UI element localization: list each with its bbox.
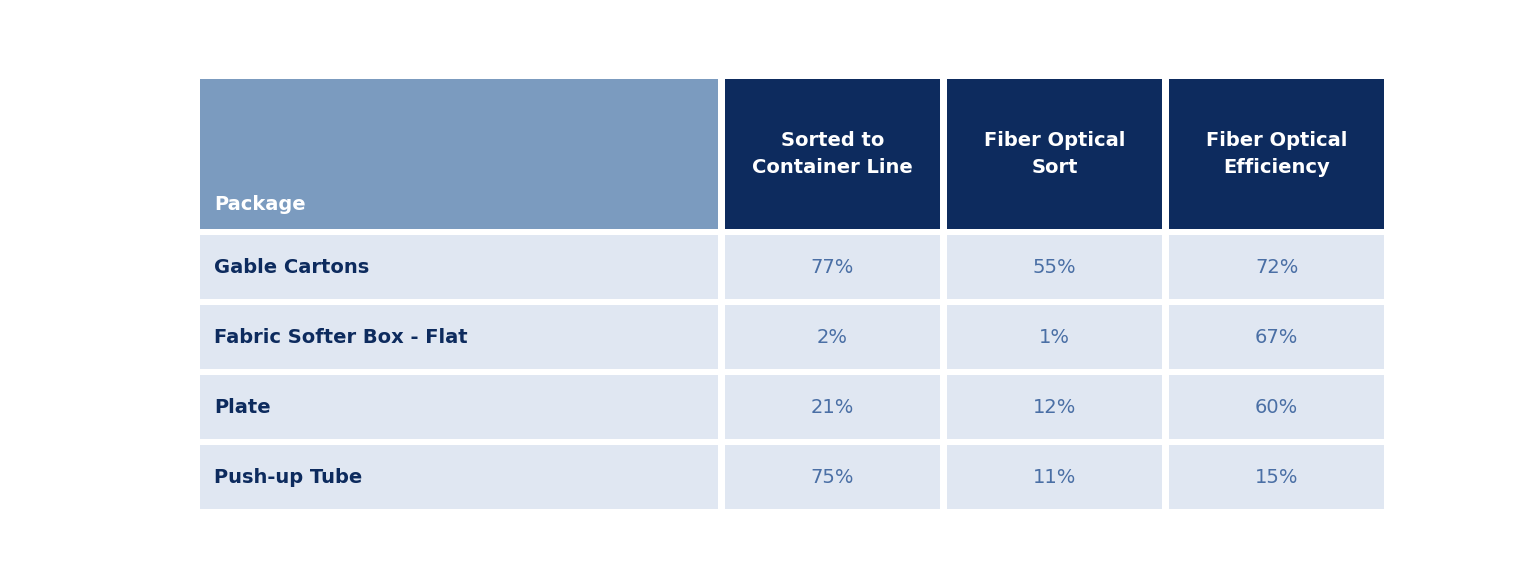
Text: Sorted to
Container Line: Sorted to Container Line — [752, 131, 912, 177]
Text: 2%: 2% — [817, 328, 848, 346]
Text: 21%: 21% — [811, 397, 854, 416]
Text: 72%: 72% — [1255, 258, 1298, 276]
Bar — [1170, 79, 1385, 229]
Bar — [947, 445, 1162, 509]
Bar — [1170, 445, 1385, 509]
Bar — [724, 445, 939, 509]
Text: 1%: 1% — [1039, 328, 1071, 346]
Bar — [1170, 305, 1385, 369]
Bar — [1170, 235, 1385, 299]
Bar — [200, 79, 718, 229]
Bar — [200, 445, 718, 509]
Text: Fiber Optical
Efficiency: Fiber Optical Efficiency — [1206, 131, 1348, 177]
Text: Gable Cartons: Gable Cartons — [214, 258, 369, 276]
Bar — [200, 235, 718, 299]
Text: 15%: 15% — [1255, 467, 1298, 487]
Text: Push-up Tube: Push-up Tube — [214, 467, 363, 487]
Text: 75%: 75% — [810, 467, 854, 487]
Bar — [724, 235, 939, 299]
Bar — [724, 79, 939, 229]
Text: Fiber Optical
Sort: Fiber Optical Sort — [984, 131, 1125, 177]
Bar — [200, 305, 718, 369]
Bar — [947, 235, 1162, 299]
Bar — [724, 305, 939, 369]
Bar — [947, 79, 1162, 229]
Bar — [1170, 375, 1385, 439]
Text: 12%: 12% — [1032, 397, 1077, 416]
Bar — [200, 375, 718, 439]
Text: 60%: 60% — [1255, 397, 1298, 416]
Bar — [947, 305, 1162, 369]
Text: Fabric Softer Box - Flat: Fabric Softer Box - Flat — [214, 328, 468, 346]
Text: 11%: 11% — [1032, 467, 1077, 487]
Bar — [724, 375, 939, 439]
Bar — [947, 375, 1162, 439]
Text: Plate: Plate — [214, 397, 271, 416]
Text: Package: Package — [214, 195, 307, 214]
Text: 55%: 55% — [1032, 258, 1077, 276]
Text: 77%: 77% — [811, 258, 854, 276]
Text: 67%: 67% — [1255, 328, 1298, 346]
